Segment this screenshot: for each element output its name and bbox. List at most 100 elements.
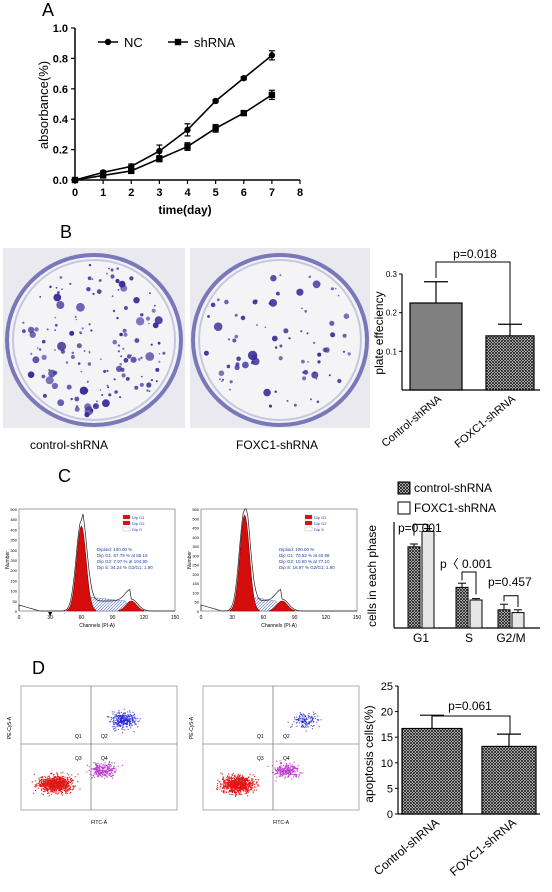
scatter-dot-late bbox=[110, 716, 112, 718]
scatter-dot-early bbox=[102, 767, 104, 769]
scatter-dot-early bbox=[113, 771, 115, 773]
scatter-dot-live bbox=[65, 785, 67, 787]
scatter-dot-live bbox=[53, 780, 55, 782]
scatter-dot-early bbox=[297, 765, 299, 767]
scatter-dot-live bbox=[239, 776, 241, 778]
scatter-dot-late bbox=[124, 718, 126, 720]
colony bbox=[77, 362, 81, 365]
scatter-dot-late bbox=[134, 723, 136, 725]
colony bbox=[158, 360, 161, 363]
scatter-dot-early bbox=[106, 771, 108, 773]
scatter-dot-live bbox=[239, 779, 241, 781]
scatter-dot-late bbox=[123, 708, 125, 710]
scatter-dot-early bbox=[280, 767, 282, 769]
colony bbox=[150, 378, 154, 382]
colony bbox=[134, 385, 139, 390]
scatter-dot-live bbox=[57, 781, 59, 783]
scatter-dot-live bbox=[40, 777, 42, 779]
scatter-dot-live bbox=[232, 791, 234, 793]
scatter-dot-live bbox=[47, 778, 49, 780]
scatter-dot-live bbox=[241, 779, 243, 781]
scatter-dot-live bbox=[46, 790, 48, 792]
colony bbox=[112, 339, 117, 345]
colony bbox=[106, 272, 108, 275]
scatter-dot-live bbox=[239, 781, 241, 783]
scatter-dot-early bbox=[98, 772, 100, 774]
scatter-dot-early bbox=[289, 771, 291, 773]
scatter-dot-live bbox=[45, 778, 47, 780]
scatter-dot-late bbox=[128, 724, 130, 726]
colony bbox=[219, 378, 221, 380]
histogram-outline bbox=[200, 508, 357, 612]
scatter-dot-live bbox=[241, 776, 243, 778]
scatter-dot-early bbox=[98, 776, 100, 778]
scatter-dot-live bbox=[240, 783, 242, 785]
histogram-legend-swatch bbox=[304, 520, 313, 526]
chart-c-bar bbox=[469, 599, 483, 629]
scatter-dot-early bbox=[112, 774, 114, 776]
histogram-ytick: 500 bbox=[10, 507, 17, 512]
scatter-dot-early bbox=[291, 771, 293, 773]
scatter-dot-early bbox=[102, 766, 104, 768]
scatter-dot-early bbox=[274, 769, 276, 771]
scatter-dot-live bbox=[222, 776, 224, 778]
colony bbox=[311, 371, 319, 379]
chart-a-xtick-label: 7 bbox=[269, 187, 275, 199]
scatter-dot-early bbox=[109, 766, 111, 768]
colony bbox=[108, 267, 110, 270]
scatter-dot-early bbox=[99, 774, 101, 776]
scatter-dot-late bbox=[303, 719, 305, 721]
scatter-dot-live bbox=[235, 782, 237, 784]
scatter-dot-live bbox=[55, 777, 57, 779]
scatter-dot-late bbox=[106, 716, 108, 718]
colony bbox=[123, 357, 129, 363]
scatter-dot-early bbox=[114, 770, 116, 772]
scatter-dot-early bbox=[96, 770, 98, 772]
scatter-dot-early bbox=[110, 769, 112, 771]
scatter-dot-early bbox=[276, 770, 278, 772]
scatter-dot-live bbox=[41, 789, 43, 791]
colony bbox=[100, 358, 102, 360]
cell-cycle-bar-chart: G1 S G2/M cells in each phase control-shRN… bbox=[365, 481, 540, 645]
scatter-dot-live bbox=[235, 781, 237, 783]
scatter-dot-live bbox=[248, 790, 250, 792]
scatter-dot-early bbox=[111, 767, 113, 769]
scatter-dot-early bbox=[109, 773, 111, 775]
scatter-dot-late bbox=[113, 726, 115, 728]
scatter-dot-early bbox=[108, 767, 110, 769]
scatter-dot-live bbox=[242, 783, 244, 785]
legend-shrna-label: shRNA bbox=[194, 35, 236, 50]
scatter-dot-early bbox=[101, 773, 103, 775]
scatter-dot-early bbox=[297, 768, 299, 770]
scatter-dot-early bbox=[95, 773, 97, 775]
scatter-dot-early bbox=[285, 770, 287, 772]
scatter-dot-late bbox=[114, 714, 116, 716]
scatter-dot-live bbox=[63, 786, 65, 788]
scatter-dot-early bbox=[95, 768, 97, 770]
scatter-dot-live bbox=[66, 781, 68, 783]
scatter-dot-live bbox=[238, 778, 240, 780]
scatter-dot-late bbox=[128, 717, 130, 719]
scatter-dot-live bbox=[223, 788, 225, 790]
colony bbox=[41, 339, 46, 344]
scatter-dot-live bbox=[251, 785, 253, 787]
colony bbox=[56, 301, 65, 309]
scatter-dot-live bbox=[234, 776, 236, 778]
scatter-dot-live bbox=[245, 791, 247, 793]
scatter-dot-live bbox=[53, 791, 55, 793]
scatter-dot-early bbox=[286, 771, 288, 773]
scatter-dot-late bbox=[129, 718, 131, 720]
chart-a-xtick-label: 2 bbox=[128, 187, 134, 199]
scatter-dot-late bbox=[110, 719, 112, 721]
scatter-dot-late bbox=[302, 714, 304, 716]
scatter-dot-late bbox=[110, 721, 112, 723]
scatter-dot-live bbox=[226, 783, 228, 785]
scatter-dot-early bbox=[296, 775, 298, 777]
scatter-dot-live bbox=[62, 781, 64, 783]
scatter-dot-late bbox=[122, 714, 124, 716]
scatter-dot-early bbox=[107, 767, 109, 769]
scatter-dot-live bbox=[57, 776, 59, 778]
colony bbox=[330, 332, 336, 338]
scatter-dot-live bbox=[233, 782, 235, 784]
